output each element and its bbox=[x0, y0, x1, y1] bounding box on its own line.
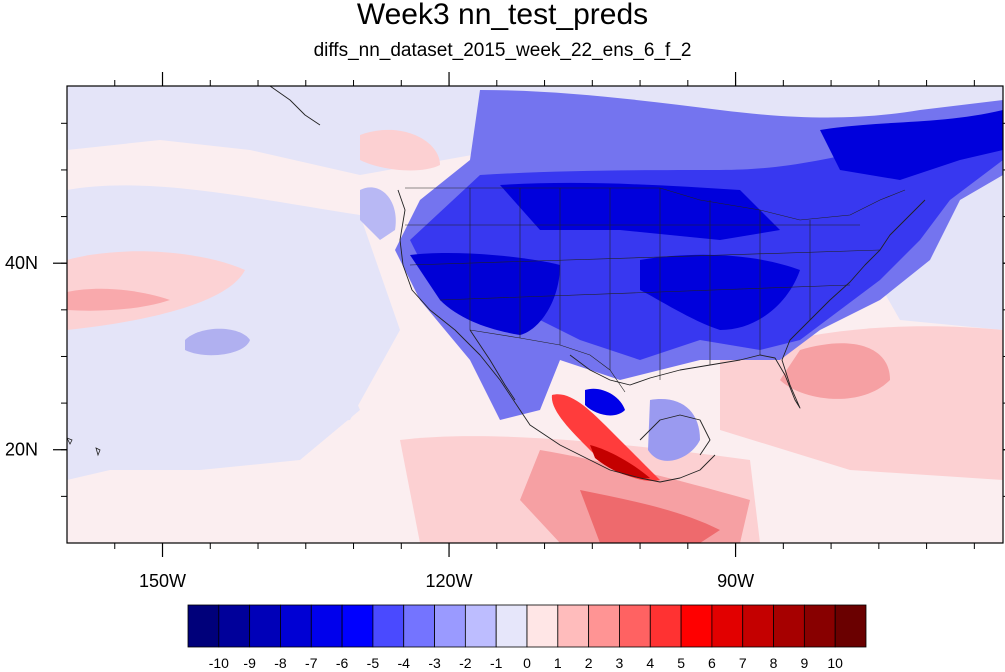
colorbar-box bbox=[310, 604, 343, 648]
colorbar-box bbox=[834, 604, 867, 648]
figure-title: Week3 nn_test_preds bbox=[356, 0, 649, 31]
anomaly-region-neg1-central-pacific bbox=[67, 336, 360, 480]
axis-ticks: 150W 120W 90W 20N 40N bbox=[5, 72, 1005, 591]
colorbar-box bbox=[557, 604, 590, 648]
colorbar-box bbox=[680, 604, 713, 648]
figure-subtitle: diffs_nn_dataset_2015_week_22_ens_6_f_2 bbox=[313, 40, 692, 61]
colorbar-box bbox=[403, 604, 435, 648]
colorbar-box bbox=[187, 604, 220, 648]
anomaly-region-neg7-west-us bbox=[410, 253, 560, 335]
colorbar-box bbox=[526, 604, 559, 648]
colorbar-box bbox=[773, 604, 805, 648]
colorbar-box bbox=[588, 604, 620, 648]
colorbar-box bbox=[464, 604, 497, 648]
anomaly-region-neg7-canada bbox=[820, 110, 1003, 180]
anomaly-region-pos1-northwest bbox=[360, 129, 440, 171]
colorbar-box bbox=[803, 604, 836, 648]
colorbar-box bbox=[495, 604, 528, 648]
colorbar-label: 7 bbox=[739, 655, 747, 671]
lon-tick-label: 90W bbox=[717, 571, 754, 591]
alaska-coastline bbox=[269, 86, 321, 126]
lon-tick-label: 150W bbox=[139, 571, 186, 591]
anomaly-region-pos4-mexico-pacific bbox=[580, 490, 720, 543]
colorbar-label: 2 bbox=[585, 655, 593, 671]
colorbar-label: -2 bbox=[459, 655, 472, 671]
colorbar-label: -8 bbox=[274, 655, 287, 671]
anomaly-region-neg3-gulf bbox=[648, 399, 700, 461]
colorbar-box bbox=[434, 604, 466, 648]
colorbar-box bbox=[649, 604, 682, 648]
colorbar-box bbox=[218, 604, 251, 648]
colorbar-label: -10 bbox=[209, 655, 229, 671]
colorbar: -10 -9 -8 -7 -6 -5 -4 -3 -2 -1 0 1 2 3 4 5 6 7 8 9 10 bbox=[187, 604, 867, 671]
colorbar-box bbox=[742, 604, 774, 648]
anomaly-region-neg2-pacific-blob bbox=[185, 328, 250, 356]
anomaly-region-neg2-lavender bbox=[360, 187, 396, 240]
colorbar-label: 5 bbox=[677, 655, 685, 671]
colorbar-label: 8 bbox=[770, 655, 778, 671]
state-line bbox=[409, 249, 881, 266]
anomaly-region-pos5-west-mexico bbox=[551, 394, 660, 481]
anomaly-region-pos2-atlantic bbox=[780, 343, 890, 399]
colorbar-label: 1 bbox=[554, 655, 562, 671]
lat-tick-label: 20N bbox=[5, 440, 38, 460]
colorbar-label: -4 bbox=[398, 655, 411, 671]
colorbar-label: -3 bbox=[428, 655, 441, 671]
colorbar-label: 9 bbox=[800, 655, 808, 671]
anomaly-region-pos8-mexico bbox=[590, 445, 650, 479]
yucatan-coastline bbox=[639, 414, 711, 456]
colorbar-label: 10 bbox=[827, 655, 843, 671]
baja-coastline bbox=[469, 329, 516, 401]
colorbar-label: -7 bbox=[305, 655, 318, 671]
colorbar-label: -9 bbox=[243, 655, 256, 671]
colorbar-label: 3 bbox=[616, 655, 624, 671]
map-panel bbox=[67, 86, 1003, 543]
gulf-coastline bbox=[569, 199, 926, 409]
colorbar-box bbox=[619, 604, 651, 648]
anomaly-region-pos1-pacific-band bbox=[67, 251, 245, 330]
colorbar-label: 4 bbox=[646, 655, 654, 671]
lon-tick-label: 120W bbox=[426, 571, 473, 591]
colorbar-box bbox=[249, 604, 281, 648]
state-line bbox=[439, 284, 851, 301]
north-america-coastline bbox=[397, 189, 716, 483]
coastlines bbox=[269, 86, 926, 483]
us-mexico-border bbox=[469, 329, 626, 393]
hawaii-islands bbox=[67, 437, 101, 457]
colorbar-box bbox=[372, 604, 405, 648]
map-frame bbox=[66, 85, 1004, 544]
anomaly-region-neg6-mexico bbox=[585, 388, 625, 416]
colorbar-label: -5 bbox=[367, 655, 380, 671]
colorbar-label: -6 bbox=[336, 655, 349, 671]
colorbar-label: -1 bbox=[490, 655, 503, 671]
colorbar-box bbox=[711, 604, 744, 648]
us-canada-border bbox=[405, 187, 906, 221]
colorbar-box bbox=[280, 604, 312, 648]
anomaly-region-pos2-pacific-band bbox=[67, 288, 170, 311]
state-borders bbox=[405, 187, 906, 393]
colorbar-label: 0 bbox=[523, 655, 531, 671]
colorbar-label: 6 bbox=[708, 655, 716, 671]
colorbar-box bbox=[341, 604, 374, 648]
lat-tick-label: 40N bbox=[5, 253, 38, 273]
